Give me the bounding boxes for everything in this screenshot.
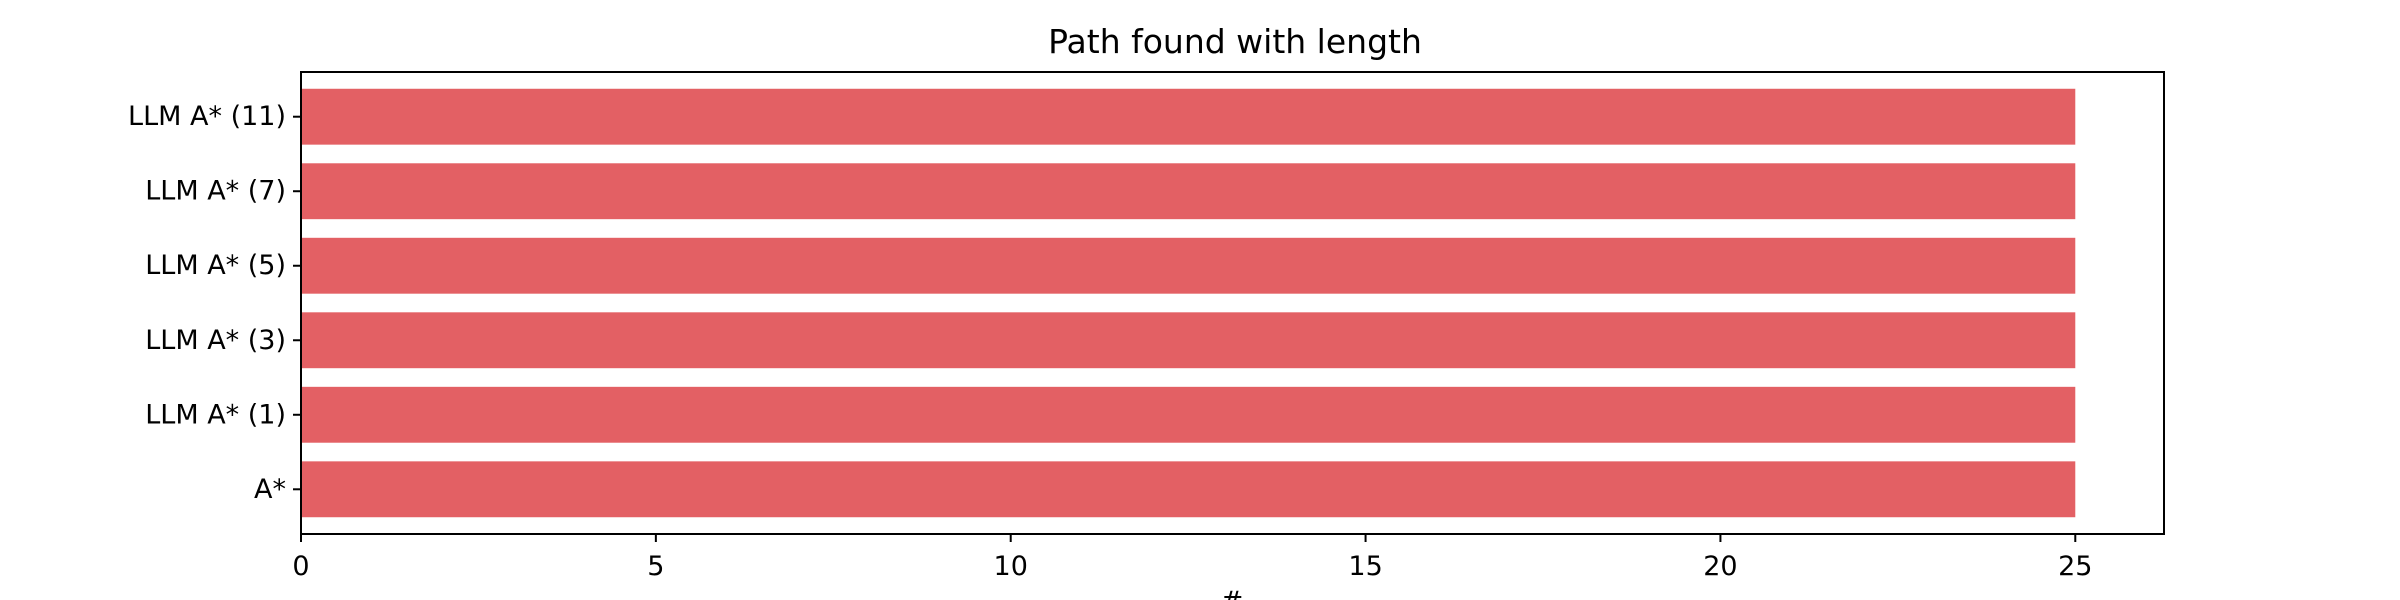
bar [301,163,2076,220]
bar [301,386,2076,443]
x-tick-label: 5 [647,551,664,582]
plot-frame [300,71,2165,535]
x-tick-label: 15 [1348,551,1382,582]
bar [301,312,2076,369]
bar [301,237,2076,294]
bars-layer [301,88,2076,518]
x-axis-label: # [1221,586,1244,600]
x-axis-ticks: 0 5 10 15 20 25 [292,534,2092,582]
y-tick-label: LLM A* (3) [145,325,286,356]
chart-title: Path found with length [1048,22,1422,61]
x-tick-label: 0 [292,551,309,582]
y-axis-ticks: A* LLM A* (1) LLM A* (3) LLM A* (5) LLM A* (… [128,101,301,505]
x-tick-label: 10 [994,551,1028,582]
x-tick-label: 20 [1703,551,1737,582]
bar [301,461,2076,518]
y-tick-label: LLM A* (11) [128,101,286,132]
y-tick-label: LLM A* (7) [145,176,286,207]
y-tick-label: LLM A* (1) [145,399,286,430]
y-tick-label: LLM A* (5) [145,250,286,281]
y-tick-label: A* [254,474,286,505]
bar [301,88,2076,145]
x-tick-label: 25 [2058,551,2092,582]
